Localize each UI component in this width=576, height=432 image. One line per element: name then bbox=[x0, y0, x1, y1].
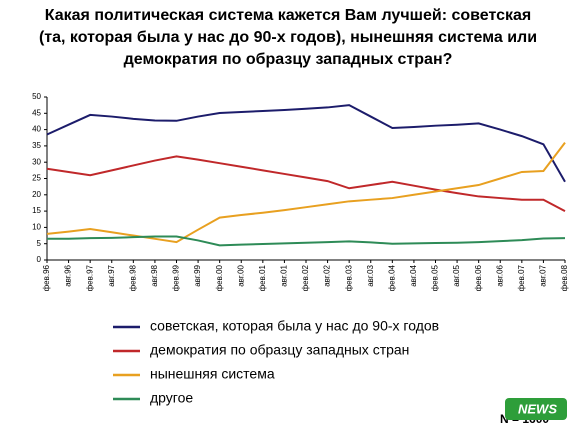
chart-title: Какая политическая система кажется Вам л… bbox=[45, 7, 531, 24]
logo: NEWS bbox=[518, 401, 557, 416]
logo-box bbox=[505, 398, 567, 420]
line-series bbox=[46, 155, 566, 212]
x-tick-label: авг.03 bbox=[366, 264, 375, 286]
line-series bbox=[46, 142, 566, 244]
x-tick-label: авг.04 bbox=[409, 264, 418, 286]
x-tick-label: авг.98 bbox=[150, 264, 159, 286]
x-tick-label: авг.00 bbox=[236, 264, 245, 286]
x-tick-label: фев.97 bbox=[85, 264, 94, 291]
line-series bbox=[47, 235, 566, 247]
x-tick-label: фев.05 bbox=[431, 264, 440, 291]
y-tick-label: 5 bbox=[37, 239, 42, 248]
x-tick-label: авг.06 bbox=[495, 264, 504, 286]
x-tick-label: фев.04 bbox=[387, 264, 396, 291]
x-tick-label: авг.02 bbox=[323, 264, 332, 286]
line-series bbox=[46, 104, 566, 183]
x-tick-label: авг.07 bbox=[539, 264, 548, 286]
x-tick-label: фев.98 bbox=[128, 264, 137, 291]
x-tick-label: авг.97 bbox=[107, 264, 116, 286]
x-tick-label: фев.08 bbox=[560, 264, 569, 291]
x-tick-label: фев.07 bbox=[517, 264, 526, 291]
y-tick-label: 25 bbox=[32, 174, 41, 183]
y-tick-label: 10 bbox=[32, 223, 41, 232]
y-tick-label: 30 bbox=[32, 157, 41, 166]
x-tick-label: фев.99 bbox=[172, 264, 181, 291]
x-tick-label: авг.01 bbox=[280, 264, 289, 286]
y-tick-label: 35 bbox=[32, 141, 41, 150]
x-tick-label: фев.00 bbox=[215, 264, 224, 291]
x-tick-label: фев.01 bbox=[258, 264, 267, 291]
chart-title: демократия по образцу западных стран? bbox=[124, 51, 453, 68]
x-tick-label: авг.99 bbox=[193, 264, 202, 286]
y-tick-label: 15 bbox=[32, 206, 41, 215]
x-tick-label: фев.03 bbox=[344, 264, 353, 291]
x-tick-label: авг.96 bbox=[64, 264, 73, 286]
x-tick-label: фев.96 bbox=[42, 264, 51, 291]
y-tick-label: 20 bbox=[32, 190, 41, 199]
y-tick-label: 45 bbox=[32, 108, 41, 117]
y-tick-label: 50 bbox=[32, 92, 41, 101]
x-tick-label: фев.02 bbox=[301, 264, 310, 291]
y-tick-label: 40 bbox=[32, 125, 41, 134]
legend-label: нынешняя система bbox=[150, 366, 275, 382]
legend-label: другое bbox=[150, 390, 193, 406]
chart-title: (та, которая была у нас до 90-х годов), … bbox=[39, 29, 537, 46]
x-tick-label: авг.05 bbox=[452, 264, 461, 286]
legend-label: советская, которая была у нас до 90-х го… bbox=[150, 318, 439, 334]
x-tick-label: фев.06 bbox=[474, 264, 483, 291]
legend-label: демократия по образцу западных стран bbox=[150, 342, 409, 358]
y-tick-label: 0 bbox=[37, 255, 42, 264]
